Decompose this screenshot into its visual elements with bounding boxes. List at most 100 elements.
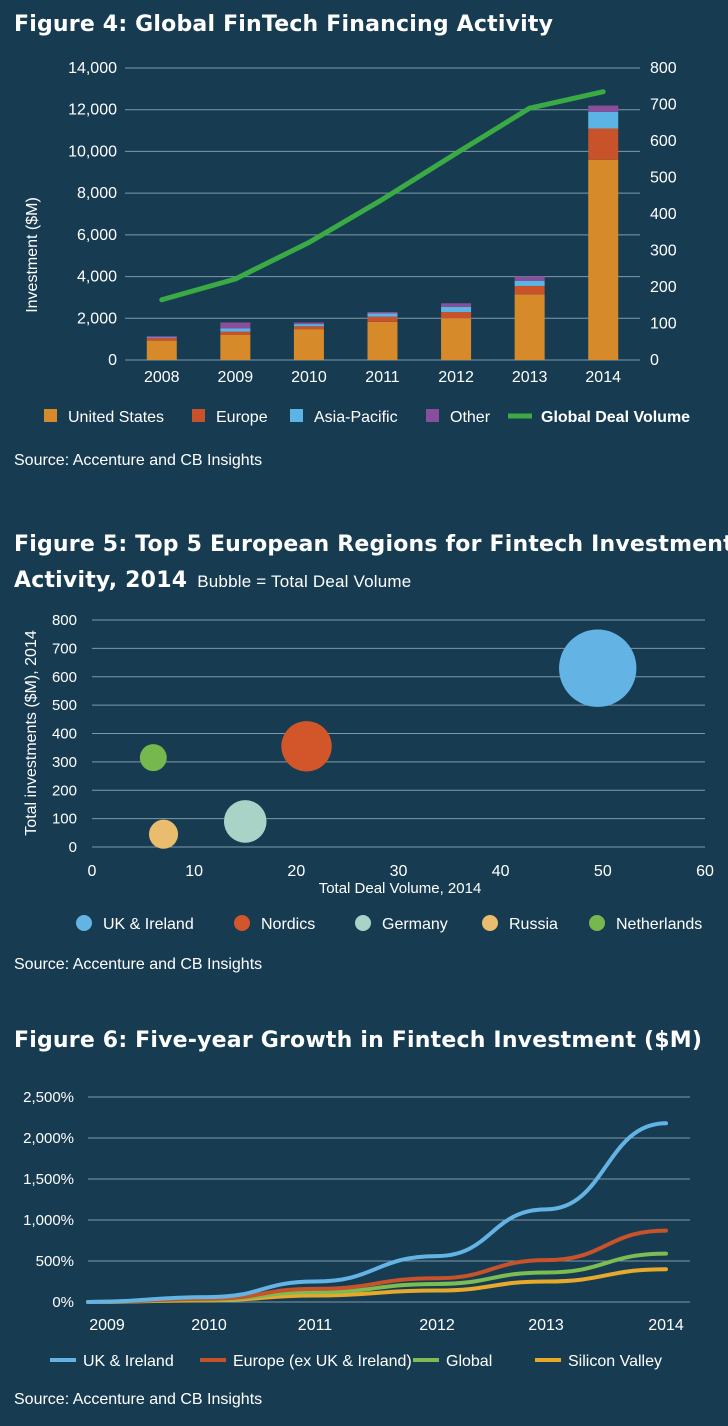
fig4-legend-swatch-other [426,409,439,422]
fig4-bar-united-states [220,335,250,360]
fig6-ytick-label: 2,000% [23,1130,74,1147]
fig4-bar-asia-pacific [368,313,398,316]
fig4-bar-united-states [441,318,471,360]
fig5-legend-marker-germany [355,915,371,931]
fig4-bar-united-states [588,160,618,360]
figure-5-source: Source: Accenture and CB Insights [14,956,262,974]
fig5-ytick-label: 700 [52,640,77,657]
fig6-xtick-label: 2013 [528,1317,564,1334]
fig5-xtick-label: 50 [594,863,612,880]
fig4-xtick-label: 2013 [512,369,548,386]
fig6-ytick-label: 1,500% [23,1171,74,1188]
fig6-ytick-label: 500% [36,1253,74,1270]
fig4-bar-asia-pacific [515,281,545,286]
fig4-xtick-label: 2010 [291,369,327,386]
fig4-bar-europe [441,312,471,318]
fig6-ytick-label: 0% [52,1294,74,1311]
fig5-xtick-label: 40 [492,863,510,880]
fig4-bar-other [147,336,177,337]
fig5-legend-label-nordics: Nordics [261,916,315,933]
fig4-bar-asia-pacific [294,324,324,326]
fig4-y2tick-label: 400 [650,206,677,223]
fig4-legend-label-global-deal-volume: Global Deal Volume [541,409,690,426]
fig5-legend-label-netherlands: Netherlands [616,916,702,933]
fig4-xtick-label: 2009 [218,369,254,386]
fig4-bar-united-states [147,341,177,360]
figure-5-subtitle: Bubble = Total Deal Volume [197,572,411,591]
figure-5-chart: Total investments ($M), 2014 Total Deal … [0,600,728,950]
fig4-ytick-label: 12,000 [68,102,117,119]
fig5-bubble-russia [149,820,178,849]
fig4-deal-volume-line [162,92,603,300]
fig6-legend-label-global: Global [446,1353,492,1370]
fig6-legend-label-uk-ireland: UK & Ireland [83,1353,174,1370]
fig4-xtick-label: 2011 [365,369,400,386]
fig4-y2tick-label: 800 [650,60,677,77]
fig5-ylabel: Total investments ($M), 2014 [23,630,40,836]
fig6-xtick-label: 2011 [298,1317,333,1334]
figure-6-source: Source: Accenture and CB Insights [14,1391,262,1409]
fig5-legend-marker-russia [482,915,498,931]
fig5-bubble-nordics [281,721,331,771]
fig5-xlabel: Total Deal Volume, 2014 [319,880,482,897]
fig5-xtick-label: 20 [287,863,305,880]
fig6-xtick-label: 2012 [419,1317,455,1334]
fig6-xtick-label: 2010 [191,1317,227,1334]
figure-4-title: Figure 4: Global FinTech Financing Activ… [14,12,553,37]
fig4-xtick-label: 2008 [144,369,180,386]
fig5-legend-label-russia: Russia [509,916,558,933]
fig5-xtick-label: 30 [390,863,408,880]
fig4-ytick-label: 2,000 [77,310,117,327]
fig4-bar-europe [515,286,545,294]
figure-4-chart: Investment ($M) 14,000 12,000 10,000 8,000 6… [0,40,728,480]
figure-6-chart: 2,500% 2,000% 1,500% 1,000% 500% 0% 2009 2010 20… [0,1075,728,1375]
fig4-bar-united-states [515,294,545,360]
fig6-ytick-label: 1,000% [23,1212,74,1229]
fig4-bar-europe [294,326,324,329]
fig4-bar-united-states [368,322,398,360]
figure-6-title: Figure 6: Five-year Growth in Fintech In… [14,1028,702,1053]
fig5-ytick-label: 600 [52,669,77,686]
fig4-bar-asia-pacific [220,329,250,332]
fig5-xtick-label: 10 [185,863,203,880]
fig4-y2tick-label: 600 [650,133,677,150]
fig4-legend-swatch-europe [192,409,205,422]
fig4-legend-label-europe: Europe [216,409,268,426]
fig4-xtick-label: 2012 [438,369,474,386]
fig6-xtick-label: 2014 [648,1317,684,1334]
fig5-ytick-label: 400 [52,726,77,743]
fig4-bar-other [368,312,398,313]
fig5-bubble-germany [224,800,267,843]
fig4-bar-europe [147,338,177,341]
fig4-legend-swatch-united-states [44,409,57,422]
fig6-legend-label-silicon-valley: Silicon Valley [568,1353,662,1370]
fig4-bar-united-states [294,329,324,360]
fig5-bubble-uk-ireland [559,630,636,707]
fig4-legend-label-other: Other [450,409,491,426]
fig5-xtick-label: 60 [696,863,714,880]
fig4-y2tick-label: 300 [650,243,677,260]
fig4-y2tick-label: 700 [650,97,677,114]
fig5-legend-marker-netherlands [589,915,605,931]
fig4-bar-other [441,303,471,307]
fig5-ytick-label: 300 [52,754,77,771]
fig5-ytick-label: 0 [69,839,77,856]
fig5-legend-label-germany: Germany [382,916,448,933]
fig4-ylabel: Investment ($M) [24,197,41,313]
fig4-ytick-label: 14,000 [68,60,117,77]
fig4-ytick-label: 4,000 [77,269,117,286]
fig4-y2tick-label: 500 [650,170,677,187]
fig5-ytick-label: 100 [52,811,77,828]
fig4-legend-label-united-states: United States [68,409,164,426]
fig4-bar-asia-pacific [147,337,177,338]
fig4-bar-asia-pacific [441,307,471,312]
fig4-bar-other [588,106,618,112]
fig4-bar-europe [588,128,618,159]
fig6-legend-label-europe-ex-uk-ireland: Europe (ex UK & Ireland) [233,1353,412,1370]
fig6-line-uk-ireland [88,1123,666,1302]
figure-4-source: Source: Accenture and CB Insights [14,452,262,470]
figure-5-title-year: Activity, 2014 [14,568,187,593]
fig6-ytick-label: 2,500% [23,1089,74,1106]
fig5-xtick-label: 0 [88,863,97,880]
fig4-ytick-label: 10,000 [68,143,117,160]
